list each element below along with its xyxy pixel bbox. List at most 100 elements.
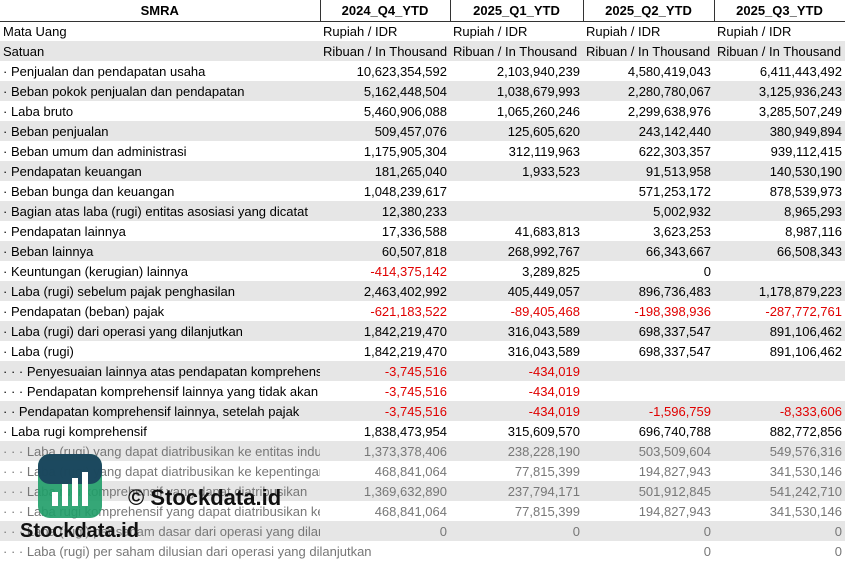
value-cell bbox=[714, 261, 845, 281]
row-label: · Pendapatan lainnya bbox=[3, 223, 126, 239]
column-header: 2024_Q4_YTD bbox=[320, 0, 451, 22]
value-cell: 896,736,483 bbox=[583, 281, 714, 301]
row-label: · Beban pokok penjualan dan pendapatan bbox=[0, 81, 320, 101]
value-cell: 140,530,190 bbox=[714, 161, 845, 181]
row-label: · · Pendapatan komprehensif lainnya, set… bbox=[0, 401, 320, 421]
row-label: · Penjualan dan pendapatan usaha bbox=[3, 63, 206, 79]
table-body: Mata Uang Rupiah / IDR Rupiah / IDR Rupiah … bbox=[0, 21, 845, 561]
table-row: · Pendapatan lainnya 17,336,588 41,683,813… bbox=[0, 221, 845, 241]
value-cell: Ribuan / In Thousand bbox=[714, 41, 845, 61]
table-row: · Penjualan dan pendapatan usaha 10,623,3… bbox=[0, 61, 845, 81]
value-cell: 6,411,443,492 bbox=[759, 63, 842, 79]
table-row: Mata Uang Rupiah / IDR Rupiah / IDR Rupiah … bbox=[0, 21, 845, 41]
row-label: Mata Uang bbox=[3, 23, 67, 39]
value-cell: 8,987,116 bbox=[785, 223, 842, 239]
value-cell: 91,513,958 bbox=[583, 161, 714, 181]
value-cell: -89,405,468 bbox=[510, 303, 580, 319]
table-row: · Beban lainnya 60,507,818 268,992,767 66,3… bbox=[0, 241, 845, 261]
table-row: · Beban penjualan 509,457,076 125,605,620 2… bbox=[0, 121, 845, 141]
table-row: · Laba (rugi) 1,842,219,470 316,043,589 698… bbox=[0, 341, 845, 361]
table-row: · · · Laba (rugi) yang dapat diatribusik… bbox=[0, 441, 845, 461]
value-cell: 1,838,473,954 bbox=[363, 423, 447, 439]
row-label: · Pendapatan keuangan bbox=[0, 161, 320, 181]
value-cell: 501,912,845 bbox=[583, 481, 714, 501]
table-row: · · · Laba rugi komprehensif yang dapat … bbox=[0, 501, 845, 521]
value-cell: 1,369,632,890 bbox=[320, 481, 450, 501]
row-label: · Laba (rugi) sebelum pajak penghasilan bbox=[0, 281, 320, 301]
value-cell: 3,289,825 bbox=[522, 263, 580, 279]
value-cell: 315,609,570 bbox=[507, 423, 580, 439]
table-row: · · · Penyesuaian lainnya atas pendapata… bbox=[0, 361, 845, 381]
value-cell: 380,949,894 bbox=[714, 121, 845, 141]
value-cell: 622,303,357 bbox=[638, 143, 711, 159]
value-cell: 5,162,448,504 bbox=[320, 81, 450, 101]
value-cell: 4,580,419,043 bbox=[627, 63, 711, 79]
value-cell: 237,794,171 bbox=[450, 481, 583, 501]
value-cell: 0 bbox=[583, 521, 714, 541]
row-label: · Beban lainnya bbox=[0, 241, 320, 261]
value-cell: 1,373,378,406 bbox=[320, 441, 450, 461]
value-cell bbox=[450, 181, 583, 201]
table-row: · Beban pokok penjualan dan pendapatan 5,… bbox=[0, 81, 845, 101]
value-cell: 891,106,462 bbox=[769, 343, 842, 359]
value-cell: 238,228,190 bbox=[450, 441, 583, 461]
value-cell: 2,463,402,992 bbox=[320, 281, 450, 301]
value-cell: 3,125,936,243 bbox=[714, 81, 845, 101]
row-label: · Beban umum dan administrasi bbox=[3, 143, 187, 159]
row-label: · Beban penjualan bbox=[0, 121, 320, 141]
value-cell bbox=[583, 381, 714, 401]
table-row: · · Pendapatan komprehensif lainnya, set… bbox=[0, 401, 845, 421]
value-cell: 1,178,879,223 bbox=[714, 281, 845, 301]
value-cell: -3,745,516 bbox=[384, 383, 447, 399]
value-cell: 77,815,399 bbox=[514, 463, 580, 479]
value-cell: 5,002,932 bbox=[583, 201, 714, 221]
value-cell: Rupiah / IDR bbox=[323, 23, 398, 39]
table-row: · · · Laba (rugi) per saham dasar dari o… bbox=[0, 521, 845, 541]
value-cell: 41,683,813 bbox=[514, 223, 580, 239]
value-cell: 312,119,963 bbox=[508, 143, 580, 159]
value-cell: 0 bbox=[703, 543, 711, 559]
value-cell: 882,772,856 bbox=[769, 423, 842, 439]
value-cell: 268,992,767 bbox=[450, 241, 583, 261]
value-cell: -1,596,759 bbox=[583, 401, 714, 421]
value-cell: 341,530,146 bbox=[769, 503, 842, 519]
table-row: · Laba (rugi) dari operasi yang dilanjut… bbox=[0, 321, 845, 341]
table-row: · Laba rugi komprehensif 1,838,473,954 315… bbox=[0, 421, 845, 441]
row-label: · · · Pendapatan komprehensif lainnya ya… bbox=[3, 383, 320, 399]
value-cell: 891,106,462 bbox=[714, 321, 845, 341]
column-header: 2025_Q3_YTD bbox=[714, 0, 845, 22]
value-cell: 316,043,589 bbox=[507, 343, 580, 359]
value-cell: 12,380,233 bbox=[320, 201, 450, 221]
row-label: · · · Laba rugi komprehensif yang dapat … bbox=[3, 503, 320, 519]
row-label: · · · Laba (rugi) yang dapat diatribusik… bbox=[0, 441, 320, 461]
row-label: · Laba (rugi) dari operasi yang dilanjut… bbox=[0, 321, 320, 341]
value-cell: Rupiah / IDR bbox=[453, 23, 528, 39]
value-cell: -621,183,522 bbox=[370, 303, 447, 319]
value-cell: 17,336,588 bbox=[381, 223, 447, 239]
value-cell: 77,815,399 bbox=[514, 503, 580, 519]
value-cell: 2,299,638,976 bbox=[627, 103, 711, 119]
value-cell: -198,398,936 bbox=[634, 303, 711, 319]
row-label: · Laba rugi komprehensif bbox=[3, 423, 147, 439]
row-label: · Laba bruto bbox=[3, 103, 74, 119]
value-cell: 1,175,905,304 bbox=[363, 143, 447, 159]
value-cell: -434,019 bbox=[528, 383, 580, 399]
value-cell: 1,842,219,470 bbox=[363, 343, 447, 359]
value-cell: 60,507,818 bbox=[320, 241, 450, 261]
row-label: · Pendapatan (beban) pajak bbox=[3, 303, 165, 319]
value-cell: 341,530,146 bbox=[769, 463, 842, 479]
value-cell: 571,253,172 bbox=[638, 183, 711, 199]
table-row: · Beban bunga dan keuangan 1,048,239,617 5… bbox=[0, 181, 845, 201]
value-cell: 243,142,440 bbox=[583, 121, 714, 141]
value-cell: 5,460,906,088 bbox=[363, 103, 447, 119]
value-cell: 0 bbox=[703, 263, 711, 279]
table-row: · Keuntungan (kerugian) lainnya -414,375,… bbox=[0, 261, 845, 281]
row-label: · · · Penyesuaian lainnya atas pendapata… bbox=[0, 361, 320, 381]
column-header: 2025_Q2_YTD bbox=[583, 0, 715, 22]
value-cell: -287,772,761 bbox=[765, 303, 842, 319]
value-cell: Rupiah / IDR bbox=[586, 23, 661, 39]
value-cell: 8,965,293 bbox=[714, 201, 845, 221]
value-cell bbox=[450, 541, 583, 561]
